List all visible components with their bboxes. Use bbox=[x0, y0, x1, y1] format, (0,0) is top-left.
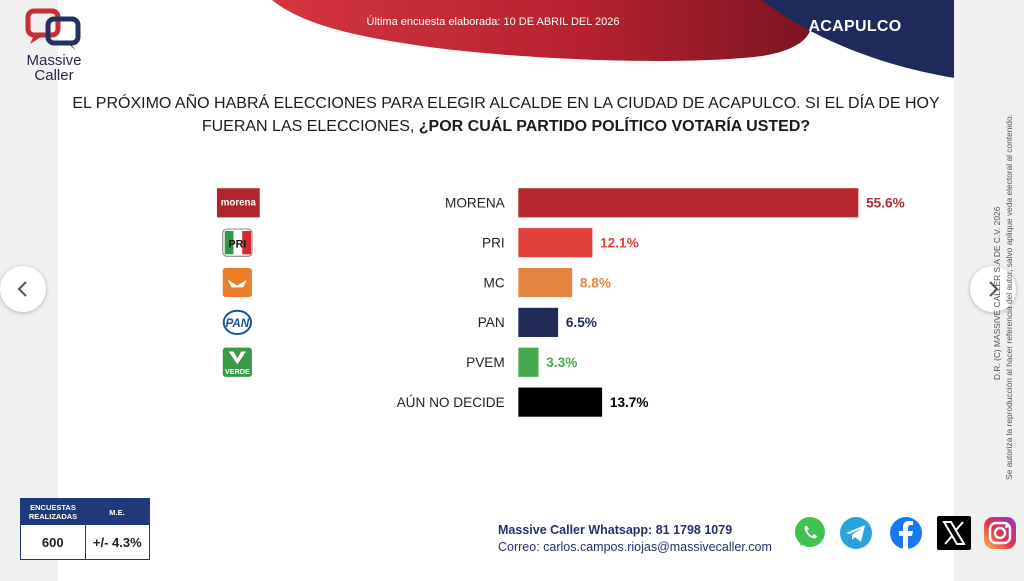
email-contact: Correo: carlos.campos.riojas@massivecall… bbox=[498, 540, 772, 554]
header-wave-decoration bbox=[272, 0, 954, 78]
bar-pvem bbox=[518, 347, 539, 377]
question-line-1: EL PRÓXIMO AÑO HABRÁ ELECCIONES PARA ELE… bbox=[72, 95, 940, 112]
question-prefix: FUERAN LAS ELECCIONES, bbox=[201, 118, 419, 135]
legal-line-2: Se autoriza la reproducción al hacer ref… bbox=[1004, 114, 1014, 480]
mc-logo-icon bbox=[222, 267, 252, 298]
bar-mc bbox=[518, 267, 573, 298]
value-label-pvem: 3.3% bbox=[546, 355, 577, 370]
legal-line-1: D.R. (C) MASSIVE CALLER S.A DE C.V. 2026 bbox=[992, 206, 1002, 380]
morena-logo-icon: morena bbox=[216, 188, 260, 218]
question-line-2: FUERAN LAS ELECCIONES, ¿POR CUÁL PARTIDO… bbox=[58, 115, 954, 138]
surveys-header: ENCUESTAS REALIZADAS bbox=[28, 503, 78, 521]
contact-info: Massive Caller Whatsapp: 81 1798 1079 Co… bbox=[498, 522, 772, 556]
category-label-morena: MORENA bbox=[445, 196, 506, 211]
me-value: +/- 4.3% bbox=[84, 525, 150, 559]
pan-logo-icon: PAN bbox=[222, 309, 252, 336]
stats-header-row: ENCUESTAS REALIZADAS M.E. bbox=[21, 499, 149, 525]
svg-text:VERDE: VERDE bbox=[225, 367, 250, 376]
telegram-icon[interactable] bbox=[838, 515, 874, 551]
category-label-pvem: PVEM bbox=[466, 355, 505, 370]
bar-pri bbox=[518, 228, 593, 258]
category-label-pri: PRI bbox=[482, 236, 505, 251]
prev-slide-button[interactable] bbox=[0, 266, 46, 312]
chevron-left-icon bbox=[17, 281, 27, 297]
survey-stats-table: ENCUESTAS REALIZADAS M.E. 600 +/- 4.3% bbox=[20, 498, 150, 560]
question-emphasis: ¿POR CUÁL PARTIDO POLÍTICO VOTARÍA USTED… bbox=[418, 118, 811, 135]
whatsapp-icon[interactable] bbox=[792, 515, 828, 551]
me-header: M.E. bbox=[109, 507, 125, 517]
category-label-mc: MC bbox=[484, 275, 505, 290]
category-label-pan: PAN bbox=[478, 315, 505, 330]
bar-pan bbox=[518, 307, 559, 337]
category-label-a-n-no-decide: AÚN NO DECIDE bbox=[397, 395, 505, 410]
facebook-icon[interactable] bbox=[888, 515, 924, 551]
brand-logo-icon bbox=[25, 8, 81, 51]
city-label: ACAPULCO bbox=[808, 18, 902, 35]
bar-morena bbox=[518, 188, 859, 218]
poll-slide: Última encuesta elaborada: 10 DE ABRIL D… bbox=[58, 0, 954, 581]
stats-value-row: 600 +/- 4.3% bbox=[21, 525, 149, 559]
value-label-pri: 12.1% bbox=[600, 236, 639, 251]
brand-name-line-1: Massive bbox=[26, 52, 82, 69]
svg-text:PAN: PAN bbox=[225, 317, 249, 330]
x-icon[interactable] bbox=[936, 515, 972, 551]
bar-a-n-no-decide bbox=[518, 387, 603, 417]
next-slide-button[interactable] bbox=[970, 266, 1016, 312]
value-label-morena: 55.6% bbox=[866, 196, 905, 211]
question-text: EL PRÓXIMO AÑO HABRÁ ELECCIONES PARA ELE… bbox=[58, 92, 954, 138]
brand-logo: Massive Caller bbox=[14, 8, 94, 84]
pvem-logo-icon: VERDE bbox=[222, 347, 252, 377]
vote-intention-chart: morena MORENA 55.6% PRI PRI 12.1% MC 8.8% PAN PAN… bbox=[216, 188, 905, 417]
survey-date: Última encuesta elaborada: 10 DE ABRIL D… bbox=[366, 16, 620, 28]
instagram-icon[interactable] bbox=[982, 515, 1018, 551]
brand-name-line-2: Caller bbox=[34, 67, 74, 84]
whatsapp-contact: Massive Caller Whatsapp: 81 1798 1079 bbox=[498, 523, 733, 537]
value-label-pan: 6.5% bbox=[566, 315, 597, 330]
value-label-a-n-no-decide: 13.7% bbox=[610, 395, 649, 410]
chevron-right-icon bbox=[989, 281, 999, 297]
value-label-mc: 8.8% bbox=[580, 275, 611, 290]
legal-notice: D.R. (C) MASSIVE CALLER S.A DE C.V. 2026… bbox=[992, 114, 1024, 480]
svg-text:morena: morena bbox=[221, 198, 257, 209]
surveys-value: 600 bbox=[41, 534, 64, 550]
svg-text:PRI: PRI bbox=[228, 239, 246, 251]
pri-logo-icon: PRI bbox=[222, 228, 253, 257]
